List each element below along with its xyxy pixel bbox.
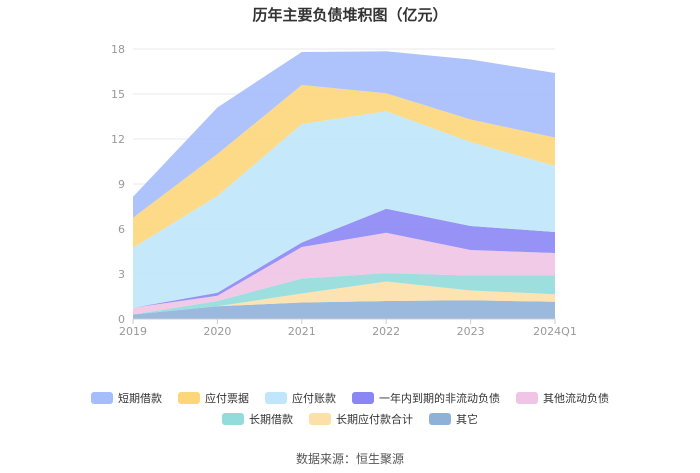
x-tick-label: 2023 [457,325,485,338]
legend-item[interactable]: 一年内到期的非流动负债 [352,390,500,406]
legend-item[interactable]: 其他流动负债 [516,390,609,406]
x-tick-label: 2019 [119,325,147,338]
legend-row-2: 长期借款 长期应付款合计 其它 [0,411,700,427]
legend-label: 短期借款 [118,392,162,405]
area-series-6[interactable] [133,85,555,248]
area-series-1[interactable] [133,281,555,315]
y-tick-label: 6 [118,223,125,236]
legend-label: 应付票据 [205,392,249,405]
legend-item[interactable]: 其它 [429,411,478,427]
legend-swatch [429,413,451,425]
chart-title: 历年主要负债堆积图（亿元） [252,6,448,24]
legend-label: 长期应付款合计 [336,413,413,426]
legend-item[interactable]: 长期借款 [222,411,293,427]
legend-item[interactable]: 长期应付款合计 [309,411,413,427]
legend-swatch [309,413,331,425]
area-series-2[interactable] [133,273,555,315]
y-tick-label: 9 [118,178,125,191]
x-tick-label: 2024Q1 [533,325,577,338]
stacked-area-chart: 0 3 6 9 12 15 18 2019 2020 2021 2022 2023 2024Q1 [111,43,577,338]
y-tick-label: 18 [111,43,125,56]
area-layer [133,51,555,319]
area-series-7[interactable] [133,51,555,218]
data-source-note: 数据来源：恒生聚源 [295,452,404,466]
legend-row-1: 短期借款 应付票据 应付账款 一年内到期的非流动负债 其他流动负债 [0,390,700,406]
y-tick-label: 0 [118,313,125,326]
axis-layer: 0 3 6 9 12 15 18 2019 2020 2021 2022 2023 2024Q1 [111,43,577,338]
y-tick-label: 15 [111,88,125,101]
area-series-5[interactable] [133,111,555,308]
legend-label: 其它 [456,413,478,426]
legend-item[interactable]: 应付账款 [265,390,336,406]
area-series-0[interactable] [133,300,555,319]
legend-swatch [265,392,287,404]
legend-item[interactable]: 应付票据 [178,390,249,406]
x-tick-label: 2022 [372,325,400,338]
y-tick-label: 3 [118,268,125,281]
legend-label: 其他流动负债 [543,392,609,405]
y-tick-label: 12 [111,133,125,146]
area-series-4[interactable] [133,208,555,308]
legend-item[interactable]: 短期借款 [91,390,162,406]
legend-swatch [352,392,374,404]
legend-swatch [91,392,113,404]
legend-label: 应付账款 [292,392,336,405]
legend-swatch [222,413,244,425]
x-tick-label: 2021 [288,325,316,338]
area-series-3[interactable] [133,232,555,315]
legend-label: 一年内到期的非流动负债 [379,392,500,405]
legend-swatch [516,392,538,404]
legend-label: 长期借款 [249,413,293,426]
x-tick-label: 2020 [203,325,231,338]
legend-swatch [178,392,200,404]
